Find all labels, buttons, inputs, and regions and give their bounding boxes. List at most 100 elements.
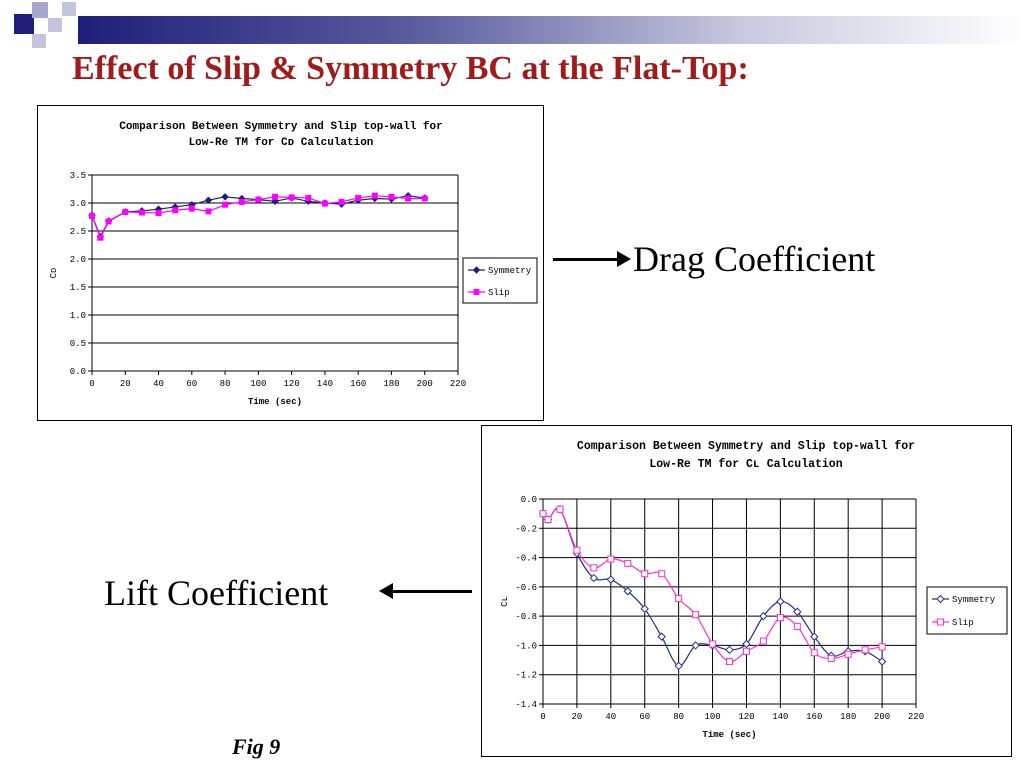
x-tick-label: 60 [639, 712, 650, 722]
lift-chart-frame: Comparison Between Symmetry and Slip top… [481, 425, 1012, 757]
data-point-slip [675, 595, 683, 603]
x-axis-label: Time (sec) [702, 730, 756, 740]
data-point-slip [726, 658, 733, 666]
data-point-slip [405, 195, 412, 202]
data-point-symmetry [742, 639, 751, 649]
slide-title: Effect of Slip & Symmetry BC at the Flat… [72, 50, 749, 87]
data-point-slip [810, 649, 818, 657]
x-tick-label: 80 [673, 712, 684, 722]
y-axis-label: Cʟ [500, 596, 510, 607]
decorative-square [32, 2, 48, 18]
x-tick-label: 200 [417, 379, 433, 389]
data-point-slip [288, 194, 295, 201]
series-line-symmetry [91, 195, 425, 239]
data-point-symmetry [640, 604, 649, 614]
data-point-slip [590, 564, 598, 572]
drag-chart-frame: Comparison Between Symmetry and Slip top… [37, 105, 544, 421]
y-tick-label: 0.5 [70, 339, 86, 349]
data-point-slip [827, 655, 835, 663]
x-tick-label: 180 [840, 712, 856, 722]
legend-label-symmetry: Symmetry [952, 595, 996, 605]
data-point-slip [844, 650, 852, 658]
data-point-slip [321, 200, 328, 207]
data-point-slip [122, 208, 129, 215]
chart-title: Comparison Between Symmetry and Slip top… [119, 121, 442, 133]
x-axis-label: Time (sec) [248, 397, 302, 407]
drag-arrow-icon [617, 251, 631, 267]
data-point-slip [539, 510, 547, 518]
data-point-symmetry [221, 193, 229, 201]
lift-arrow-icon [379, 583, 393, 599]
lift-arrow-line [392, 590, 472, 593]
data-point-symmetry [204, 196, 213, 204]
x-tick-label: 160 [806, 712, 822, 722]
data-point-slip [861, 646, 869, 654]
data-point-slip [105, 218, 112, 225]
data-point-slip [188, 205, 195, 212]
data-point-slip [388, 193, 395, 200]
legend-box [926, 586, 1008, 635]
y-tick-label: 2.0 [70, 255, 86, 265]
x-tick-label: 200 [874, 712, 890, 722]
decorative-square [32, 34, 46, 48]
data-point-slip [155, 210, 162, 217]
x-tick-label: 160 [350, 379, 366, 389]
data-point-slip [759, 637, 767, 645]
lift-coefficient-chart: Comparison Between Symmetry and Slip top… [500, 440, 1008, 740]
x-tick-label: 80 [220, 379, 231, 389]
data-point-slip [658, 570, 666, 578]
data-point-symmetry [691, 641, 700, 650]
data-point-slip [607, 555, 615, 563]
y-tick-label: 3.0 [70, 199, 86, 209]
decorative-square [48, 18, 62, 32]
data-point-symmetry [725, 645, 734, 655]
data-point-symmetry [776, 597, 785, 606]
y-tick-label: -1.2 [515, 671, 537, 681]
data-point-symmetry [606, 575, 616, 584]
y-tick-label: -0.4 [515, 554, 537, 564]
data-point-symmetry [674, 661, 683, 671]
data-point-slip [371, 192, 378, 199]
y-tick-label: 3.5 [70, 171, 86, 181]
data-point-slip [709, 640, 717, 648]
data-point-slip [272, 193, 278, 200]
data-point-symmetry [657, 632, 666, 641]
data-point-symmetry [759, 611, 768, 621]
data-point-slip [556, 505, 564, 513]
data-point-slip [793, 622, 801, 630]
title-gradient-bar [78, 16, 1024, 44]
data-point-slip [641, 570, 649, 578]
x-tick-label: 20 [120, 379, 131, 389]
x-tick-label: 100 [704, 712, 720, 722]
y-tick-label: -0.6 [515, 583, 537, 593]
data-point-slip [573, 546, 581, 554]
data-point-slip [305, 194, 312, 201]
data-point-slip [776, 614, 784, 622]
x-tick-label: 20 [572, 712, 583, 722]
y-tick-label: 0.0 [70, 367, 86, 377]
drag-arrow-line [553, 258, 619, 261]
y-axis-label: Cᴅ [49, 268, 59, 279]
x-tick-label: 220 [908, 712, 924, 722]
drag-coefficient-chart: Comparison Between Symmetry and Slip top… [49, 121, 538, 407]
legend-marker [937, 618, 944, 626]
legend-label-slip: Slip [488, 288, 510, 298]
data-point-slip [878, 643, 886, 651]
data-point-slip [544, 516, 552, 523]
data-point-slip [222, 201, 229, 208]
data-point-slip [355, 194, 362, 201]
figure-caption: Fig 9 [232, 734, 281, 759]
chart-subtitle: Low-Re TM for Cʟ Calculation [649, 458, 842, 471]
x-tick-label: 180 [383, 379, 399, 389]
legend-marker [472, 266, 481, 274]
x-tick-label: 40 [605, 712, 616, 722]
data-point-slip [338, 198, 345, 205]
y-tick-label: -1.0 [515, 641, 537, 651]
legend-label-slip: Slip [952, 618, 974, 628]
x-tick-label: 120 [738, 712, 754, 722]
y-tick-label: 1.0 [70, 311, 86, 321]
x-tick-label: 120 [284, 379, 300, 389]
x-tick-label: 100 [250, 379, 266, 389]
decorative-square [62, 2, 76, 16]
x-tick-label: 0 [540, 712, 545, 722]
